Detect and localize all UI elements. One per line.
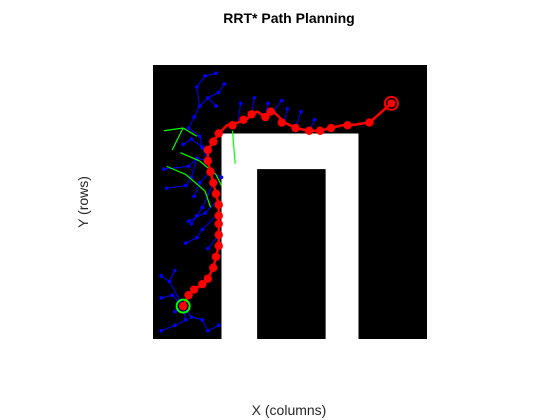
obstacle-region (257, 169, 326, 339)
start-node (179, 302, 187, 310)
tree-node (162, 167, 166, 171)
path-node (209, 264, 217, 272)
tree-node (217, 324, 221, 328)
tree-node (184, 241, 188, 245)
tree-node (190, 222, 194, 226)
path-node (215, 201, 223, 209)
tree-node (280, 99, 284, 103)
path-node (215, 242, 223, 250)
path-node (204, 275, 212, 283)
path-node (316, 127, 324, 135)
path-node (278, 118, 286, 126)
path-node (215, 129, 223, 137)
tree-node (214, 71, 218, 75)
chart-title: RRT* Path Planning (223, 10, 354, 26)
path-node (305, 127, 313, 135)
y-axis-label: Y (rows) (75, 176, 91, 228)
path-node (212, 253, 220, 261)
tree-node (266, 102, 270, 106)
path-node (212, 190, 220, 198)
tree-node (285, 107, 289, 111)
tree-node (214, 104, 218, 108)
tree-node (159, 296, 163, 300)
path-node (247, 110, 255, 118)
path-node (239, 116, 247, 124)
tree-node (173, 310, 177, 314)
tree-node (253, 96, 257, 100)
tree-node (187, 219, 191, 223)
tree-node (173, 269, 177, 273)
tree-node (206, 247, 210, 251)
tree-node (192, 195, 196, 199)
path-node (209, 179, 217, 187)
free-space-region (326, 134, 359, 274)
path-node (327, 124, 335, 132)
tree-node (222, 82, 226, 86)
tree-node (165, 187, 169, 191)
path-node (291, 124, 299, 132)
tree-node (239, 102, 243, 106)
path-node (190, 285, 198, 293)
tree-node (159, 274, 163, 278)
path-node (228, 121, 236, 129)
path-node (204, 157, 212, 165)
path-node (267, 107, 275, 115)
path-node (365, 118, 373, 126)
tree-node (313, 118, 317, 122)
tree-node (159, 329, 163, 333)
path-node (206, 168, 214, 176)
path-node (215, 212, 223, 220)
tree-node (206, 329, 210, 333)
path-node (215, 231, 223, 239)
x-axis-label: X (columns) (252, 402, 327, 418)
tree-node (181, 143, 185, 147)
path-node (204, 146, 212, 154)
tree-node (220, 176, 224, 180)
tree-node (299, 110, 303, 114)
path-node (215, 220, 223, 228)
goal-node (387, 99, 395, 107)
path-node (209, 138, 217, 146)
path-node (343, 121, 351, 129)
